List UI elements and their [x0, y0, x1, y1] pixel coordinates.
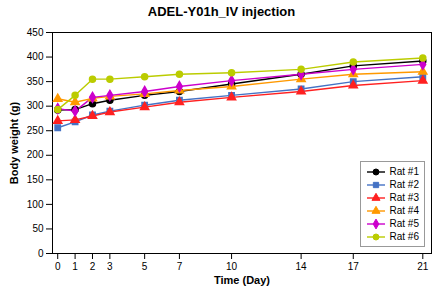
svg-text:350: 350: [27, 76, 44, 87]
html-text:Rat #6: Rat #6: [389, 231, 419, 242]
svg-text:7: 7: [177, 261, 183, 272]
html-text:Rat #3: Rat #3: [389, 192, 419, 203]
svg-text:17: 17: [348, 261, 360, 272]
svg-text:0: 0: [38, 248, 44, 259]
svg-text:3: 3: [107, 261, 113, 272]
svg-text:400: 400: [27, 51, 44, 62]
svg-text:300: 300: [27, 100, 44, 111]
html-text:Rat #2: Rat #2: [389, 179, 419, 190]
svg-text:Time (Day): Time (Day): [214, 274, 270, 286]
svg-text:2: 2: [90, 261, 96, 272]
svg-text:1: 1: [72, 261, 78, 272]
html-text:ADEL-Y01h_IV injection: ADEL-Y01h_IV injection: [147, 4, 296, 19]
svg-text:50: 50: [32, 223, 44, 234]
svg-text:5: 5: [142, 261, 148, 272]
html-text:Rat #5: Rat #5: [389, 218, 419, 229]
svg-text:14: 14: [296, 261, 308, 272]
svg-text:10: 10: [226, 261, 238, 272]
svg-text:0: 0: [55, 261, 61, 272]
html-text:Rat #1: Rat #1: [389, 166, 419, 177]
svg-text:250: 250: [27, 125, 44, 136]
html-text:Rat #4: Rat #4: [389, 205, 419, 216]
svg-text:200: 200: [27, 149, 44, 160]
svg-text:100: 100: [27, 199, 44, 210]
svg-text:450: 450: [27, 27, 44, 38]
svg-text:150: 150: [27, 174, 44, 185]
svg-text:Body weight (g): Body weight (g): [8, 101, 20, 184]
svg-text:21: 21: [417, 261, 429, 272]
